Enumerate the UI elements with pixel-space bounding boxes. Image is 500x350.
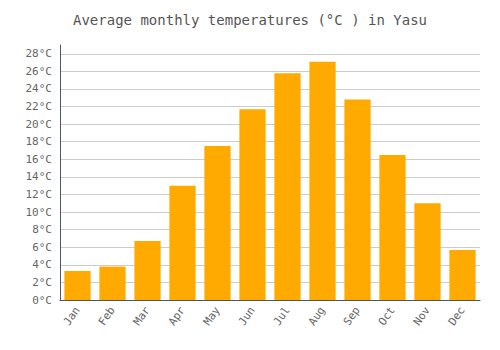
svg-text:0°C: 0°C [32,294,52,307]
svg-text:6°C: 6°C [32,241,52,254]
svg-text:Apr: Apr [166,304,188,328]
svg-text:14°C: 14°C [26,170,53,183]
svg-text:10°C: 10°C [26,206,53,219]
svg-text:Jun: Jun [236,304,258,328]
svg-text:2°C: 2°C [32,276,52,289]
svg-text:16°C: 16°C [26,153,53,166]
svg-text:Average monthly temperatures (: Average monthly temperatures (°C ) in Ya… [73,12,427,28]
svg-text:Feb: Feb [96,304,118,328]
svg-text:Mar: Mar [131,304,153,328]
svg-text:20°C: 20°C [26,118,53,131]
svg-text:Jul: Jul [271,304,293,328]
svg-text:28°C: 28°C [26,47,53,60]
svg-text:22°C: 22°C [26,100,53,113]
svg-text:4°C: 4°C [32,258,52,271]
svg-text:Oct: Oct [376,304,398,328]
svg-text:Aug: Aug [306,304,328,328]
svg-text:8°C: 8°C [32,223,52,236]
svg-text:24°C: 24°C [26,82,53,95]
svg-text:18°C: 18°C [26,135,53,148]
svg-text:May: May [201,304,223,328]
svg-text:Jan: Jan [61,304,83,328]
svg-text:Sep: Sep [341,304,363,328]
svg-text:12°C: 12°C [26,188,53,201]
svg-text:Nov: Nov [411,304,433,328]
svg-text:Dec: Dec [446,304,468,328]
svg-text:26°C: 26°C [26,65,53,78]
